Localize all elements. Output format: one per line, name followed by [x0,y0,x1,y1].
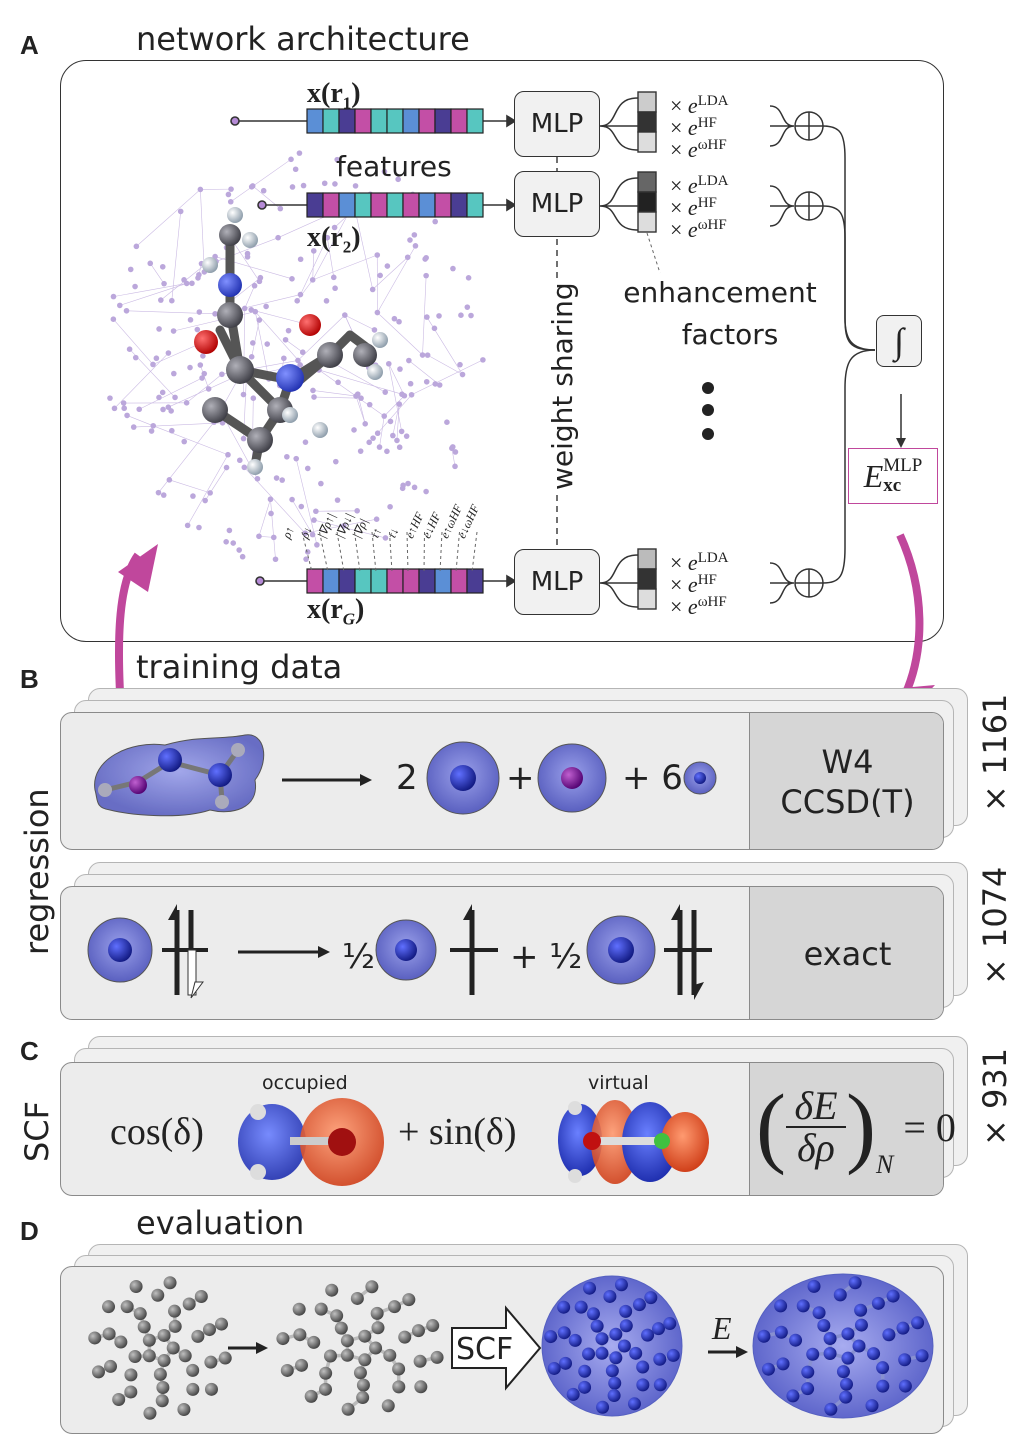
molecule-grid-graphic [107,150,486,563]
scf-side-label: SCF [18,1100,56,1162]
weight-sharing-lines [556,157,558,549]
row2-card: exact [60,886,944,1020]
feature-cell [450,108,468,134]
row1-coef-2: 2 [396,758,418,798]
feature-cell [434,108,452,134]
row2-plus-half: + ½ [510,937,583,977]
occupied-label: occupied [262,1072,348,1094]
rowc-count: × 931 [976,1047,1014,1146]
feature-cell [402,108,420,134]
row2-reaction-graphic [87,904,712,1000]
feature-cell [466,192,484,218]
exc-mlp-box: E MLP xc [848,448,938,504]
feature-cell [306,192,324,218]
feature-vectors [230,108,515,594]
panel-c-letter: C [20,1036,39,1066]
scf-condition: ( δE δρ ) N = 0 [756,1077,956,1180]
feature-label-leaders [301,531,478,573]
integral-box: ∫ [876,315,922,367]
enhancement-factors-label: enhancement factors [623,276,817,351]
feature-cell [434,192,452,218]
panel-d-title: evaluation [136,1204,305,1242]
feature-cell [370,192,388,218]
feature-cell [418,108,436,134]
weight-sharing-label: weight sharing [546,282,579,490]
enhancement-terms-g: × eLDA × eHF × eωHF [670,550,729,619]
feature-cell [354,192,372,218]
panel-a-title: network architecture [136,20,470,58]
row2-count: × 1074 [976,866,1014,985]
row1-reaction-graphic [94,734,717,817]
panel-b-letter: B [20,664,39,694]
panel-a-letter: A [20,30,39,60]
row1-count: × 1161 [976,693,1014,812]
panel-b-title: training data [136,648,343,686]
fullerene-graphic [88,1273,934,1420]
feature-cell [466,568,484,594]
x-rG-label: x(rG) [307,594,365,629]
mlp-box-1: MLP [514,91,600,157]
enhancement-terms-1: × eLDA × eHF × eωHF [670,93,729,162]
x-r2-label: x(r2) [307,222,361,257]
regression-label: regression [18,788,56,955]
enhancement-factor-graphic [600,91,906,610]
feature-cell [386,108,404,134]
panel-d-letter: D [20,1216,39,1246]
row2-reference: exact [749,887,943,1019]
panel-a-frame [60,60,944,642]
row1-plus-6: + 6 [622,758,683,798]
feature-vector-r2 [306,192,484,218]
features-label: features [336,150,452,183]
feature-cell [402,192,420,218]
orbitals-graphic [238,1098,709,1186]
virtual-label: virtual [588,1072,649,1094]
row1-reference: W4 CCSD(T) [749,713,943,849]
feature-cell [466,108,484,134]
cos-delta: cos(δ) [110,1111,204,1153]
feature-vector-r1 [306,108,484,134]
rowc-reference [749,1063,943,1195]
feature-cell [322,192,340,218]
x-r1-label: x(r1) [307,78,361,113]
feature-cell [450,192,468,218]
sin-delta: + sin(δ) [398,1111,517,1153]
feature-cell [370,108,388,134]
row1-plus: + [506,758,535,798]
feature-cell [338,192,356,218]
feature-vector-rG [306,568,484,594]
mlp-box-g: MLP [514,549,600,615]
enhancement-terms-2: × eLDA × eHF × eωHF [670,173,729,242]
feature-cell [418,192,436,218]
row2-half: ½ [342,937,375,977]
rowc-card [60,1062,944,1196]
feature-cell [386,192,404,218]
energy-arrow-label: E [712,1310,732,1346]
mlp-box-2: MLP [514,171,600,237]
scf-arrow-label: SCF [456,1332,514,1367]
